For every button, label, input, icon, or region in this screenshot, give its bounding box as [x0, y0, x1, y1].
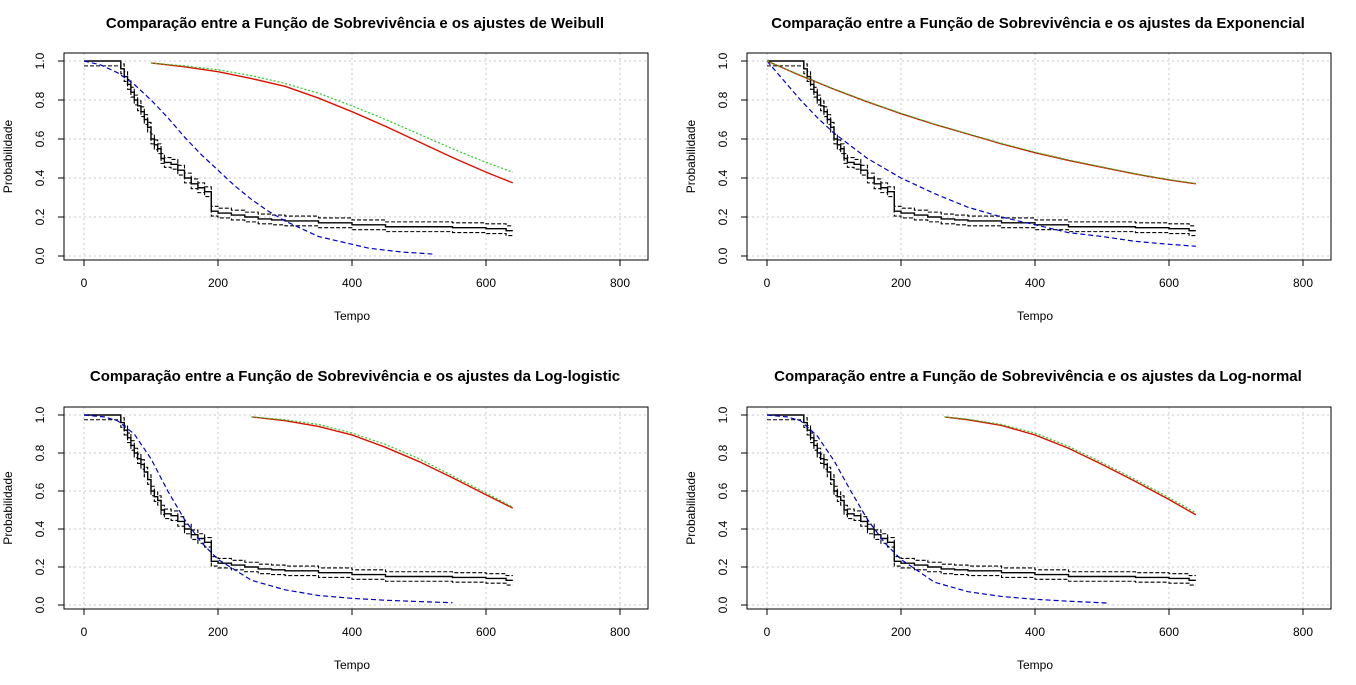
y-tick-label: 0.6	[33, 482, 47, 499]
x-tick-label: 600	[1159, 276, 1179, 290]
km-ci-upper	[767, 414, 1196, 577]
x-axis-label: Tempo	[334, 309, 370, 323]
y-tick-label: 0.6	[716, 130, 730, 147]
x-tick-label: 0	[764, 625, 771, 639]
x-axis-label: Tempo	[1017, 658, 1053, 672]
x-tick-label: 400	[342, 625, 362, 639]
panel-loglogistic: Comparação entre a Função de Sobrevivênc…	[1, 368, 649, 672]
y-tick-label: 0.4	[33, 169, 47, 186]
km-ci-lower	[767, 419, 1196, 586]
y-tick-label: 0.8	[33, 91, 47, 108]
y-tick-label: 0.8	[716, 444, 730, 461]
x-tick-label: 800	[1293, 625, 1313, 639]
y-axis-label: Probabilidade	[684, 119, 698, 193]
y-tick-label: 0.0	[716, 596, 730, 613]
y-tick-label: 0.6	[716, 482, 730, 499]
y-tick-label: 0.4	[716, 520, 730, 537]
km-ci-upper	[84, 60, 513, 227]
x-tick-label: 600	[476, 625, 496, 639]
y-tick-label: 1.0	[716, 52, 730, 69]
km-ci-upper	[84, 414, 513, 577]
y-tick-label: 0.2	[33, 558, 47, 575]
x-tick-label: 400	[342, 276, 362, 290]
x-tick-label: 800	[610, 276, 630, 290]
y-tick-label: 0.8	[716, 91, 730, 108]
y-tick-label: 1.0	[33, 52, 47, 69]
x-tick-label: 600	[1159, 625, 1179, 639]
x-tick-label: 200	[891, 625, 911, 639]
km-ci-upper	[767, 60, 1196, 227]
x-tick-label: 400	[1025, 276, 1045, 290]
fit-curve-blue	[83, 60, 433, 255]
x-tick-label: 200	[208, 276, 228, 290]
fit-curve-blue	[766, 414, 1109, 604]
fit-curve-red	[944, 416, 1197, 516]
fit-curve-blue	[83, 414, 453, 604]
x-tick-label: 600	[476, 276, 496, 290]
km-survival-curve	[767, 414, 1196, 581]
x-tick-label: 0	[81, 276, 88, 290]
fit-curve-green	[766, 60, 1196, 185]
chart-title: Comparação entre a Função de Sobrevivênc…	[774, 368, 1302, 385]
plot-frame	[746, 52, 1332, 261]
y-tick-label: 1.0	[33, 406, 47, 423]
y-tick-label: 0.6	[33, 130, 47, 147]
fit-curve-blue	[766, 60, 1196, 247]
y-tick-label: 0.2	[716, 208, 730, 225]
km-ci-lower	[767, 65, 1196, 237]
plot-frame	[63, 406, 649, 610]
x-tick-label: 200	[891, 276, 911, 290]
km-survival-curve	[767, 60, 1196, 232]
panel-exponential: Comparação entre a Função de Sobrevivênc…	[684, 15, 1332, 323]
chart-title: Comparação entre a Função de Sobrevivênc…	[771, 15, 1305, 32]
chart-title: Comparação entre a Função de Sobrevivênc…	[90, 368, 620, 385]
y-tick-label: 1.0	[716, 406, 730, 423]
fit-curve-green	[150, 62, 514, 173]
x-tick-label: 0	[81, 625, 88, 639]
y-tick-label: 0.8	[33, 444, 47, 461]
fit-curve-red	[150, 62, 514, 184]
x-axis-label: Tempo	[334, 658, 370, 672]
y-axis-label: Probabilidade	[684, 471, 698, 545]
fit-curve-green	[944, 416, 1197, 514]
x-tick-label: 400	[1025, 625, 1045, 639]
y-tick-label: 0.0	[716, 247, 730, 264]
fit-curve-red	[251, 416, 514, 509]
km-survival-curve	[84, 414, 513, 581]
plot-frame	[63, 52, 649, 261]
y-axis-label: Probabilidade	[1, 119, 15, 193]
x-tick-label: 800	[1293, 276, 1313, 290]
y-tick-label: 0.2	[716, 558, 730, 575]
y-tick-label: 0.4	[33, 520, 47, 537]
y-tick-label: 0.4	[716, 169, 730, 186]
x-tick-label: 200	[208, 625, 228, 639]
y-tick-label: 0.2	[33, 208, 47, 225]
y-tick-label: 0.0	[33, 596, 47, 613]
x-tick-label: 800	[610, 625, 630, 639]
km-ci-lower	[84, 65, 513, 237]
km-ci-lower	[84, 419, 513, 586]
y-axis-label: Probabilidade	[1, 471, 15, 545]
plot-frame	[746, 406, 1332, 610]
fit-curve-green	[251, 416, 514, 508]
y-tick-label: 0.0	[33, 247, 47, 264]
km-survival-curve	[84, 60, 513, 232]
chart-title: Comparação entre a Função de Sobrevivênc…	[106, 15, 604, 32]
x-axis-label: Tempo	[1017, 309, 1053, 323]
x-tick-label: 0	[764, 276, 771, 290]
panel-lognormal: Comparação entre a Função de Sobrevivênc…	[684, 368, 1332, 672]
panel-weibull: Comparação entre a Função de Sobrevivênc…	[1, 15, 649, 323]
